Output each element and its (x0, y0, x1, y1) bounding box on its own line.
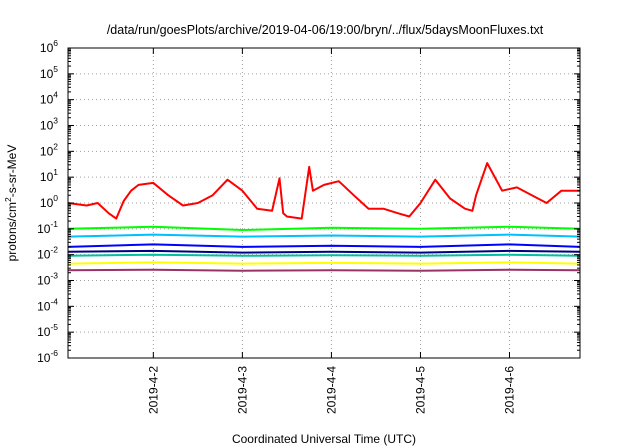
x-tick-label: 2019-4-4 (324, 366, 338, 414)
y-tick-label: 10-5 (37, 322, 58, 339)
y-axis-label-rest: -s-sr-MeV (5, 145, 19, 198)
series-line-2 (67, 225, 581, 231)
y-tick-label: 100 (40, 193, 58, 210)
y-tick-label: 104 (40, 90, 58, 107)
y-tick-label: 106 (40, 38, 58, 55)
series-line-1 (67, 162, 580, 220)
y-tick-label: 101 (40, 167, 58, 184)
y-tick-label: 102 (40, 141, 58, 158)
series-line-6 (67, 253, 581, 257)
plot-series (67, 162, 581, 272)
x-tick-label: 2019-4-3 (235, 366, 249, 414)
y-tick-label: 10-1 (37, 219, 58, 236)
series-line-7 (67, 261, 581, 265)
x-axis-label: Coordinated Universal Time (UTC) (232, 432, 416, 446)
series-line-4 (67, 243, 581, 248)
x-tick-label: 2019-4-5 (413, 366, 427, 414)
y-tick-labels: 10-6 10-5 10-4 10-3 10-2 10-1 100 101 102 103 104 1… (37, 38, 58, 365)
y-axis-label-exponent: 2 (3, 197, 13, 202)
series-line-8 (67, 268, 581, 272)
grid-lines (68, 48, 580, 358)
x-tick-label: 2019-4-6 (503, 366, 517, 414)
y-axis-label-unit: protons/cm (5, 202, 19, 261)
y-tick-label: 103 (40, 116, 58, 133)
y-tick-label: 10-2 (37, 245, 58, 262)
y-tick-label: 10-4 (37, 296, 58, 313)
axis-ticks (68, 47, 580, 359)
y-tick-label: 10-3 (37, 271, 58, 288)
x-tick-label: 2019-4-2 (146, 366, 160, 414)
y-tick-label: 10-6 (37, 348, 58, 365)
y-tick-label: 105 (40, 64, 58, 81)
chart-title: /data/run/goesPlots/archive/2019-04-06/1… (107, 23, 544, 37)
x-tick-labels: 2019-4-2 2019-4-3 2019-4-4 2019-4-5 2019-4-6 (146, 366, 516, 414)
series-line-5 (67, 249, 581, 254)
series-line-3 (67, 233, 581, 238)
y-axis-label: protons/cm2-s-sr-MeV (3, 145, 19, 262)
